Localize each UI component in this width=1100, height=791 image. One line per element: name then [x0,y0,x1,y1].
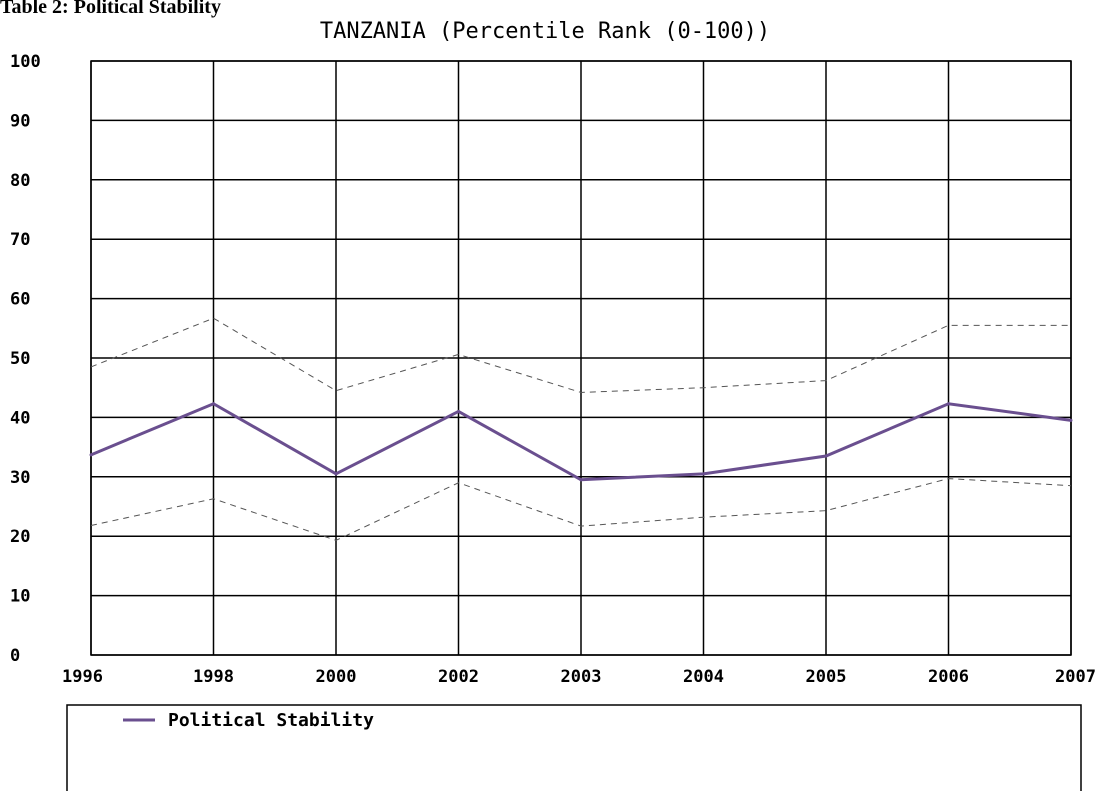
x-tick-label: 2002 [438,667,479,687]
y-tick-label: 100 [10,52,41,72]
x-tick-label: 1996 [62,667,103,687]
series-lines [89,317,1073,541]
x-tick-label: 2000 [316,667,357,687]
data-point [579,478,583,482]
y-tick-label: 40 [10,408,30,428]
y-tick-label: 70 [10,230,30,250]
grid [90,60,1072,656]
confidence-bound-line [90,317,1071,393]
x-tick-label: 2005 [806,667,847,687]
legend-box [66,704,1082,791]
y-tick-label: 20 [10,527,30,547]
data-point [89,453,93,457]
y-tick-label: 10 [10,587,30,607]
legend-label: Political Stability [168,710,374,731]
x-tick-label: 2003 [561,667,602,687]
data-point [457,409,460,413]
y-axis-ticks: 0 10 20 30 40 50 60 70 80 90 100 [10,52,41,666]
x-tick-label: 1998 [193,667,234,687]
data-point [212,402,215,406]
y-tick-label: 60 [10,290,30,310]
x-tick-label: 2006 [928,667,969,687]
confidence-bound-line [90,478,1072,541]
data-point [702,472,705,476]
y-tick-label: 0 [10,646,20,666]
data-point [1069,418,1073,422]
x-tick-label: 2007 [1055,667,1096,687]
y-tick-label: 50 [10,349,30,369]
data-point [334,472,338,476]
x-tick-label: 2004 [683,667,724,687]
x-axis-ticks: 1996 1998 2000 2002 2003 2004 2005 2006 2007 [62,667,1096,687]
y-tick-label: 90 [10,111,30,131]
chart-title: TANZANIA (Percentile Rank (0-100)) [320,19,770,44]
y-tick-label: 80 [10,171,30,191]
y-tick-label: 30 [10,468,30,488]
data-point [947,402,950,406]
legend: Political Stability [66,704,1082,791]
table-caption: Table 2: Political Stability [0,0,221,18]
data-point [824,454,828,458]
